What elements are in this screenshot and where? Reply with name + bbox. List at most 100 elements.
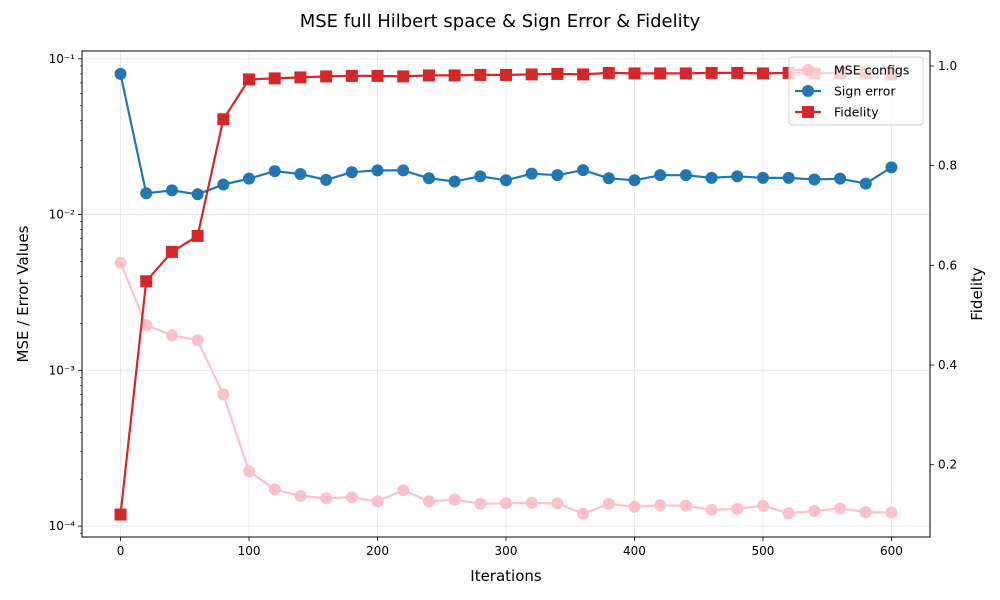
sign-error-point — [422, 172, 435, 185]
y-axis-right-label: Fidelity — [968, 267, 986, 321]
fidelity-point — [165, 245, 178, 258]
mse-configs-point — [525, 496, 538, 509]
mse-configs-point — [217, 388, 230, 401]
mse-configs-point — [679, 499, 692, 512]
fidelity-point — [320, 70, 333, 83]
legend: MSE configs Sign error Fidelity — [788, 56, 924, 126]
mse-configs-point — [268, 483, 281, 496]
sign-error-point — [551, 169, 564, 182]
y-left-tick-label: 10⁻⁴ — [49, 519, 76, 533]
fidelity-point — [756, 67, 769, 80]
sign-error-point — [448, 175, 461, 188]
fidelity-point — [525, 68, 538, 81]
fidelity-series — [114, 66, 898, 521]
sign-error-point — [500, 174, 512, 187]
mse-configs-point — [602, 497, 615, 510]
legend-box — [788, 56, 924, 126]
mse-configs-series — [114, 256, 898, 520]
fidelity-point — [191, 229, 204, 242]
fidelity-point — [422, 69, 435, 82]
y-right-tick-label: 1.0 — [938, 59, 957, 73]
legend-fidelity-label: Fidelity — [834, 105, 879, 120]
x-tick-label: 400 — [623, 544, 646, 558]
sign-error-point — [859, 177, 872, 190]
y-left-tick-label: 10⁻¹ — [49, 52, 76, 66]
fidelity-point — [448, 69, 461, 82]
sign-error-point — [808, 173, 821, 186]
fidelity-point — [114, 508, 127, 521]
mse-configs-point — [397, 484, 410, 497]
sign-error-point — [731, 170, 744, 183]
sign-error-point — [679, 169, 692, 182]
fidelity-point — [294, 71, 307, 84]
legend-sign-error-marker — [802, 85, 814, 97]
sign-error-series — [114, 67, 898, 201]
mse-configs-point — [140, 319, 153, 332]
sign-error-point — [371, 164, 384, 177]
sign-error-point — [577, 164, 590, 177]
fidelity-point — [731, 66, 744, 79]
mse-configs-point — [500, 497, 512, 510]
mse-configs-point — [731, 502, 744, 515]
fidelity-point — [217, 113, 230, 126]
mse-configs-point — [628, 500, 641, 513]
x-axis-label: Iterations — [470, 567, 542, 585]
y-axis-left-label: MSE / Error Values — [14, 225, 32, 362]
legend-mse-configs-label: MSE configs — [834, 63, 909, 78]
sign-error-point — [628, 174, 641, 187]
x-tick-label: 300 — [495, 544, 518, 558]
sign-error-point — [165, 184, 178, 197]
mse-configs-point — [294, 490, 307, 503]
fidelity-point — [577, 68, 590, 81]
mse-configs-point — [114, 256, 127, 269]
fidelity-point — [602, 66, 615, 79]
sign-error-point — [525, 167, 538, 180]
sign-error-point — [397, 164, 410, 177]
y-right-tick-label: 0.6 — [938, 258, 957, 272]
sign-error-point — [217, 178, 230, 191]
fidelity-point — [551, 67, 564, 80]
sign-error-point — [782, 171, 795, 184]
fidelity-point — [345, 69, 358, 82]
sign-error-point — [474, 170, 487, 183]
mse-configs-point — [885, 506, 898, 519]
legend-fidelity-marker — [802, 106, 814, 118]
sign-error-point — [834, 172, 847, 185]
y-right-tick-label: 0.4 — [938, 358, 957, 372]
legend-sign-error-label: Sign error — [834, 84, 896, 99]
mse-configs-point — [654, 499, 667, 512]
sign-error-point — [140, 187, 153, 200]
sign-error-point — [268, 165, 281, 178]
sign-error-point — [756, 171, 769, 184]
x-tick-label: 600 — [880, 544, 903, 558]
sign-error-point — [320, 173, 333, 186]
mse-configs-point — [243, 465, 256, 478]
fidelity-point — [654, 67, 667, 80]
fidelity-point — [243, 73, 256, 86]
fidelity-point — [628, 67, 641, 80]
x-tick-label: 0 — [117, 544, 125, 558]
axes: 0 100 200 300 400 500 600 10⁻⁴ 10⁻³ 10⁻² 10⁻¹ 0.2 0.… — [49, 52, 958, 558]
fidelity-point — [705, 66, 718, 79]
sign-error-point — [602, 172, 615, 185]
x-tick-label: 200 — [366, 544, 389, 558]
sign-error-point — [885, 161, 898, 174]
sign-error-point — [114, 67, 127, 80]
series-layer — [114, 66, 898, 521]
fidelity-point — [140, 275, 153, 288]
fidelity-point — [397, 70, 410, 83]
y-left-tick-label: 10⁻³ — [49, 363, 76, 377]
sign-error-point — [654, 169, 667, 182]
mse-configs-point — [422, 495, 435, 508]
chart-title: MSE full Hilbert space & Sign Error & Fi… — [300, 11, 701, 32]
mse-configs-point — [474, 497, 487, 510]
fidelity-point — [371, 69, 384, 82]
mse-configs-point — [705, 503, 718, 516]
fidelity-point — [268, 72, 281, 85]
mse-configs-point — [859, 506, 872, 519]
x-tick-label: 100 — [238, 544, 261, 558]
mse-configs-point — [371, 495, 384, 508]
mse-configs-point — [551, 497, 564, 510]
fidelity-point — [474, 68, 487, 81]
